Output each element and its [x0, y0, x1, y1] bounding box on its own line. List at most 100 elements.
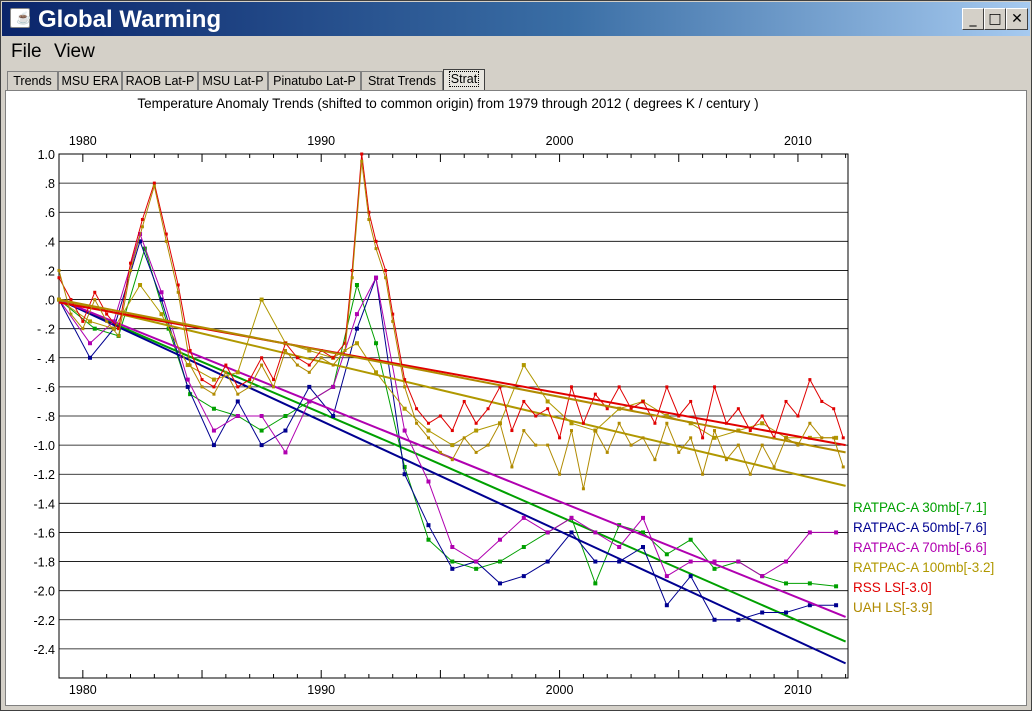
- y-tick-label: .2: [45, 264, 55, 278]
- trend-line: [58, 301, 846, 447]
- data-point: [260, 363, 264, 367]
- tab-strat-label: Strat: [448, 71, 480, 87]
- data-point: [129, 268, 133, 272]
- data-point: [760, 443, 764, 447]
- data-point: [558, 436, 562, 440]
- data-point: [521, 515, 526, 520]
- legend-entry: RSS LS[-3.0]: [853, 580, 932, 595]
- data-point: [111, 319, 116, 324]
- data-point: [384, 268, 388, 272]
- data-point: [760, 414, 764, 418]
- data-point: [426, 421, 430, 425]
- x-tick-label-top: 2010: [784, 134, 812, 148]
- data-point: [450, 566, 455, 571]
- data-point: [653, 421, 657, 425]
- java-icon[interactable]: ☕: [10, 8, 31, 28]
- data-point: [497, 581, 502, 586]
- tab-strat[interactable]: Strat: [443, 69, 485, 90]
- data-point: [159, 297, 164, 302]
- data-point: [236, 385, 240, 389]
- series-group: [57, 152, 846, 447]
- data-point: [331, 363, 335, 367]
- data-point: [360, 159, 364, 163]
- y-tick-label: - .4: [37, 352, 55, 366]
- data-point: [521, 574, 526, 579]
- y-tick-label: - .6: [37, 381, 55, 395]
- tab-trends[interactable]: Trends: [7, 71, 58, 90]
- legend-entry: UAH LS[-3.9]: [853, 600, 933, 615]
- data-point: [641, 436, 645, 440]
- data-point: [807, 603, 812, 608]
- data-point: [688, 574, 693, 579]
- data-point: [259, 414, 264, 418]
- data-point: [677, 450, 681, 454]
- chart-grid: [59, 153, 848, 650]
- data-point: [235, 399, 240, 404]
- data-point: [605, 450, 609, 454]
- y-tick-label: -1.0: [33, 439, 55, 453]
- data-point: [57, 268, 61, 272]
- tab-raob-lat-p-label: RAOB Lat-P: [125, 74, 195, 88]
- data-point: [140, 225, 144, 229]
- data-point: [152, 184, 156, 188]
- data-point: [402, 472, 407, 477]
- data-point: [617, 559, 622, 564]
- data-point: [164, 239, 168, 243]
- y-tick-label: - .8: [37, 410, 55, 424]
- data-point: [522, 429, 526, 433]
- data-point: [200, 378, 204, 382]
- data-point: [712, 435, 717, 440]
- data-point: [546, 407, 550, 411]
- data-point: [784, 436, 788, 440]
- data-point: [664, 414, 669, 418]
- minimize-button[interactable]: _: [962, 8, 984, 30]
- data-point: [350, 268, 354, 272]
- data-point: [784, 581, 789, 586]
- data-point: [211, 406, 216, 411]
- data-point: [834, 603, 839, 608]
- tab-raob-lat-p[interactable]: RAOB Lat-P: [122, 71, 198, 90]
- data-point: [248, 385, 252, 389]
- series-line: [58, 239, 837, 621]
- maximize-button[interactable]: □: [984, 8, 1006, 30]
- data-point: [283, 414, 288, 418]
- menu-view[interactable]: View: [54, 41, 95, 62]
- tab-pinatubo-lat-p[interactable]: Pinatubo Lat-P: [268, 71, 361, 90]
- data-point: [69, 312, 73, 316]
- close-button[interactable]: ✕: [1006, 8, 1028, 30]
- x-tick-label-top: 1990: [307, 134, 335, 148]
- data-point: [343, 349, 347, 352]
- data-point: [331, 414, 336, 418]
- data-point: [677, 414, 681, 418]
- data-point: [367, 210, 371, 214]
- tab-strat-trends[interactable]: Strat Trends: [361, 71, 443, 90]
- trend-chart: Temperature Anomaly Trends (shifted to c…: [33, 96, 994, 697]
- data-point: [307, 399, 312, 404]
- title-bar[interactable]: ☕ Global Warming _ □ ✕: [2, 2, 1030, 36]
- data-point: [426, 537, 431, 542]
- data-point: [105, 312, 109, 316]
- data-point: [438, 414, 442, 418]
- tab-bar: Trends MSU ERA RAOB Lat-P MSU Lat-P Pina…: [5, 69, 1029, 91]
- data-point: [701, 472, 705, 476]
- data-point: [426, 436, 430, 440]
- data-point: [185, 377, 190, 382]
- data-point: [236, 392, 240, 396]
- data-point: [272, 378, 276, 382]
- data-point: [87, 355, 92, 360]
- tab-msu-lat-p[interactable]: MSU Lat-P: [198, 71, 268, 90]
- y-tick-label: .6: [45, 206, 55, 220]
- data-point: [403, 385, 407, 389]
- data-point: [259, 297, 264, 302]
- data-point: [450, 545, 455, 549]
- data-point: [834, 435, 839, 440]
- data-point: [307, 348, 312, 353]
- menu-file[interactable]: File: [11, 41, 42, 62]
- data-point: [784, 610, 789, 615]
- data-point: [497, 537, 502, 542]
- y-tick-label: -1.6: [33, 526, 55, 540]
- tab-msu-era[interactable]: MSU ERA: [58, 71, 122, 90]
- series-layer: [57, 152, 847, 665]
- data-point: [474, 566, 479, 571]
- data-point: [569, 421, 574, 426]
